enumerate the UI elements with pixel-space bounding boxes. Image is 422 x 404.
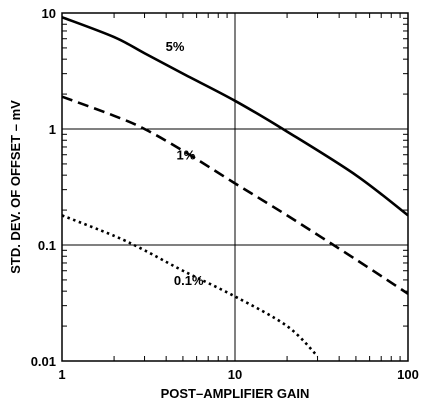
y-tick-label: 0.01 [31, 354, 56, 369]
series-line-dashed [62, 95, 408, 295]
series-label: 1% [176, 148, 195, 163]
series-line-solid [62, 15, 408, 217]
series-lines [62, 15, 408, 358]
series-label: 0.1% [174, 273, 204, 288]
x-axis-title: POST–AMPLIFIER GAIN [161, 386, 310, 401]
y-tick-label: 0.1 [38, 238, 56, 253]
x-tick-label: 100 [397, 367, 419, 382]
x-tick-label: 1 [58, 367, 65, 382]
x-tick-label: 10 [228, 367, 242, 382]
y-tick-label: 10 [42, 6, 56, 21]
y-tick-label: 1 [49, 122, 56, 137]
grid-lines [62, 13, 408, 361]
series-label: 5% [166, 39, 185, 54]
minor-ticks [62, 13, 408, 361]
plot-frame [61, 12, 409, 362]
y-axis-title: STD. DEV. OF OFFSET – mV [8, 100, 23, 274]
series-line-dotted [62, 214, 319, 358]
series-labels: 5% 1% 0.1% [166, 39, 204, 288]
tick-labels: 1 10 100 0.01 0.1 1 10 [31, 6, 419, 382]
